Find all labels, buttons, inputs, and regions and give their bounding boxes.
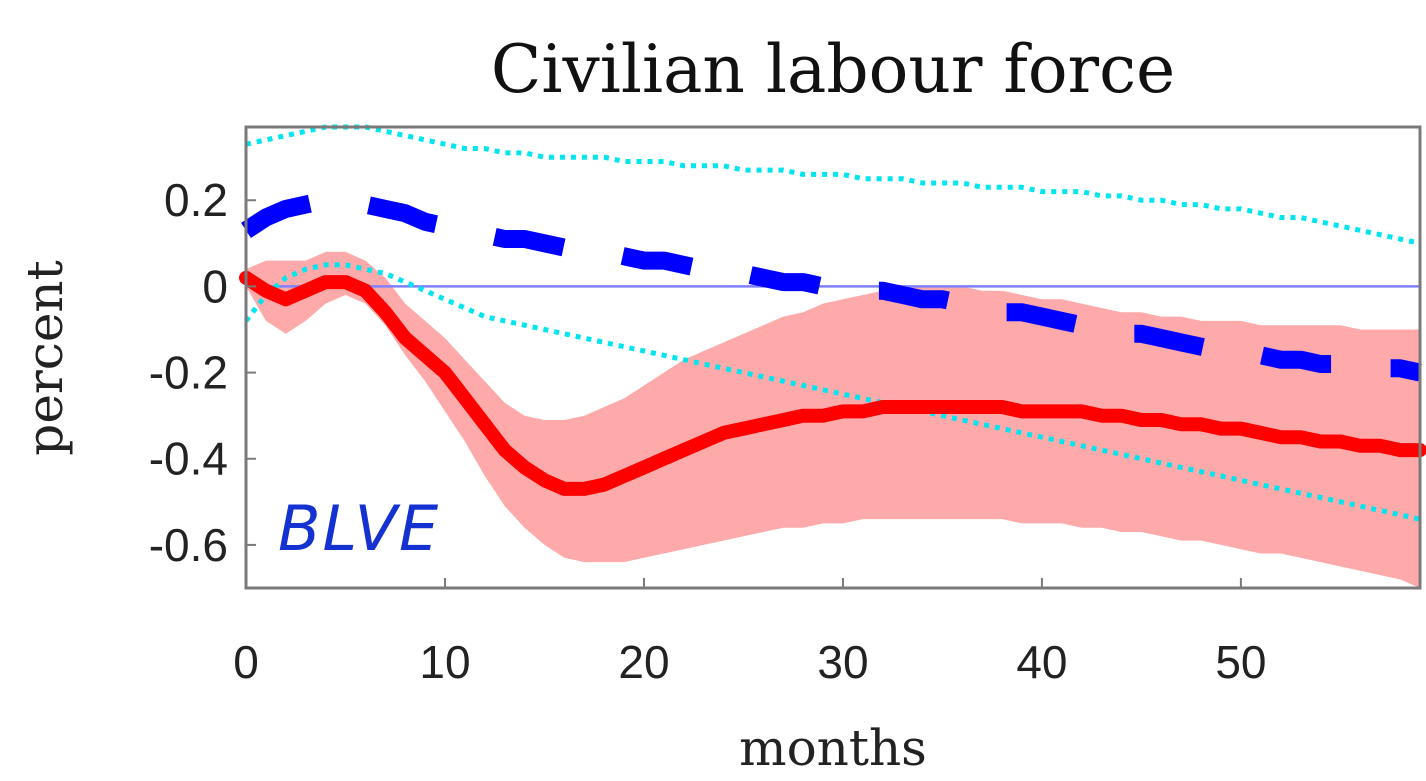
series-group [239, 124, 1426, 522]
series-line-dotted-2 [245, 124, 1421, 246]
y-tick-label: -0.6 [149, 519, 228, 571]
chart-title: Civilian labour force [491, 31, 1175, 108]
y-tick-label: -0.4 [149, 433, 228, 485]
series-line-dotted-3 [244, 262, 1421, 522]
x-tick-label: 40 [1016, 636, 1067, 688]
x-tick-label: 0 [233, 636, 259, 688]
y-tick-label: 0 [202, 260, 228, 312]
x-tick-label: 50 [1215, 636, 1266, 688]
x-axis-ticks: 0 10 20 30 40 50 [233, 578, 1267, 688]
handwritten-annotation: BLVE [278, 492, 440, 565]
axes-box [244, 125, 1422, 590]
series-line-solid-0 [239, 270, 1426, 496]
y-axis-ticks: 0.2 0 -0.2 -0.4 -0.6 [149, 174, 256, 571]
x-tick-label: 10 [419, 636, 470, 688]
y-tick-label: 0.2 [164, 174, 228, 226]
x-axis-label: months [739, 719, 927, 777]
plot-area [239, 124, 1426, 590]
y-tick-label: -0.2 [149, 347, 228, 399]
y-axis-label: percent [16, 260, 74, 455]
x-tick-label: 20 [618, 636, 669, 688]
x-tick-label: 30 [817, 636, 868, 688]
